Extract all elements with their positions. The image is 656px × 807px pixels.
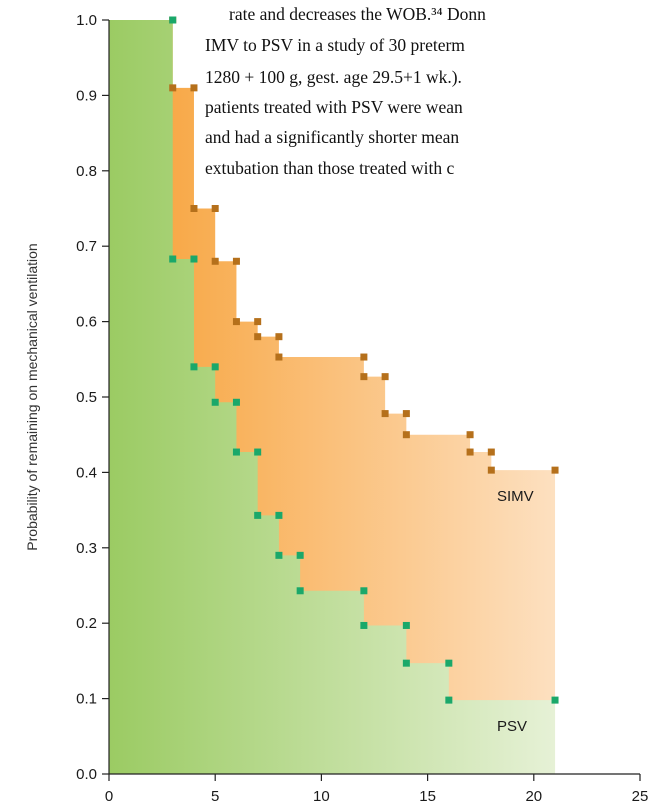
simv-marker (232, 257, 240, 265)
x-tick-label: 0 (105, 788, 113, 805)
simv-marker (275, 353, 283, 361)
simv-marker (190, 205, 198, 212)
simv-marker (402, 431, 410, 439)
simv-marker (487, 448, 495, 456)
psv-marker (211, 398, 219, 406)
y-axis-ticks: 0.0 0.1 0.2 0.3 0.4 0.5 0.6 0.7 0.8 0.9 1.0 (76, 12, 109, 783)
psv-marker (232, 398, 240, 406)
psv-marker (211, 363, 219, 371)
psv-marker (190, 363, 198, 371)
simv-marker (381, 410, 389, 418)
psv-markers (169, 16, 559, 704)
body-text-fragment: rate and decreases the WOB.³⁴ Donn IMV t… (205, 4, 486, 178)
y-axis-title: Probability of remaining on mechanical v… (24, 243, 40, 550)
y-tick-label: 0.6 (76, 314, 97, 331)
psv-area (109, 20, 556, 774)
simv-marker (487, 466, 495, 474)
y-tick-label: 0.5 (76, 389, 97, 406)
x-tick-label: 25 (632, 788, 649, 805)
y-tick-label: 0.1 (76, 691, 97, 708)
series-label-psv: PSV (497, 718, 527, 735)
x-tick-label: 20 (525, 788, 542, 805)
body-text-line-6: extubation than those treated with c (205, 158, 455, 178)
simv-marker (466, 448, 474, 456)
y-tick-label: 1.0 (76, 12, 97, 29)
psv-marker (232, 448, 240, 456)
simv-marker (551, 466, 559, 474)
psv-marker (190, 255, 198, 263)
y-tick-label: 0.0 (76, 766, 97, 783)
simv-marker (254, 318, 262, 326)
x-axis-ticks: 0 5 10 15 20 25 (105, 774, 649, 805)
y-tick-label: 0.3 (76, 540, 97, 557)
series-label-simv: SIMV (497, 488, 534, 505)
body-text-line-1: rate and decreases the WOB.³⁴ Donn (229, 4, 486, 24)
x-tick-label: 15 (419, 788, 436, 805)
y-tick-label: 0.8 (76, 163, 97, 180)
body-text-line-3: 1280 + 100 g, gest. age 29.5+1 wk.). (205, 67, 462, 87)
psv-marker (275, 551, 283, 559)
simv-marker (402, 410, 410, 418)
psv-marker (254, 511, 262, 519)
psv-marker (445, 659, 453, 667)
body-text-line-2: IMV to PSV in a study of 30 preterm (205, 35, 465, 55)
psv-marker (254, 448, 262, 456)
psv-marker (360, 621, 368, 629)
x-tick-label: 10 (313, 788, 330, 805)
psv-marker (445, 696, 453, 704)
x-tick-label: 5 (211, 788, 219, 805)
y-tick-label: 0.4 (76, 464, 97, 481)
y-tick-label: 0.7 (76, 238, 97, 255)
simv-marker (211, 257, 219, 265)
psv-marker (296, 551, 304, 559)
psv-marker (551, 696, 559, 704)
psv-marker (360, 587, 368, 595)
simv-marker (169, 84, 177, 92)
simv-marker (381, 373, 389, 381)
psv-marker (169, 16, 177, 24)
psv-marker (402, 621, 410, 629)
psv-marker (169, 255, 177, 263)
simv-marker (360, 353, 368, 361)
simv-marker (360, 373, 368, 381)
simv-markers (169, 16, 559, 474)
simv-marker (275, 333, 283, 341)
y-tick-label: 0.9 (76, 87, 97, 104)
simv-marker (254, 333, 262, 341)
psv-marker (275, 511, 283, 519)
simv-marker (466, 431, 474, 439)
simv-marker (232, 318, 240, 326)
body-text-line-5: and had a significantly shorter mean (205, 127, 459, 147)
psv-marker (402, 659, 410, 667)
y-tick-label: 0.2 (76, 615, 97, 632)
psv-marker (296, 587, 304, 595)
body-text-line-4: patients treated with PSV were wean (205, 97, 463, 117)
simv-marker (190, 84, 198, 92)
simv-marker (211, 205, 219, 212)
